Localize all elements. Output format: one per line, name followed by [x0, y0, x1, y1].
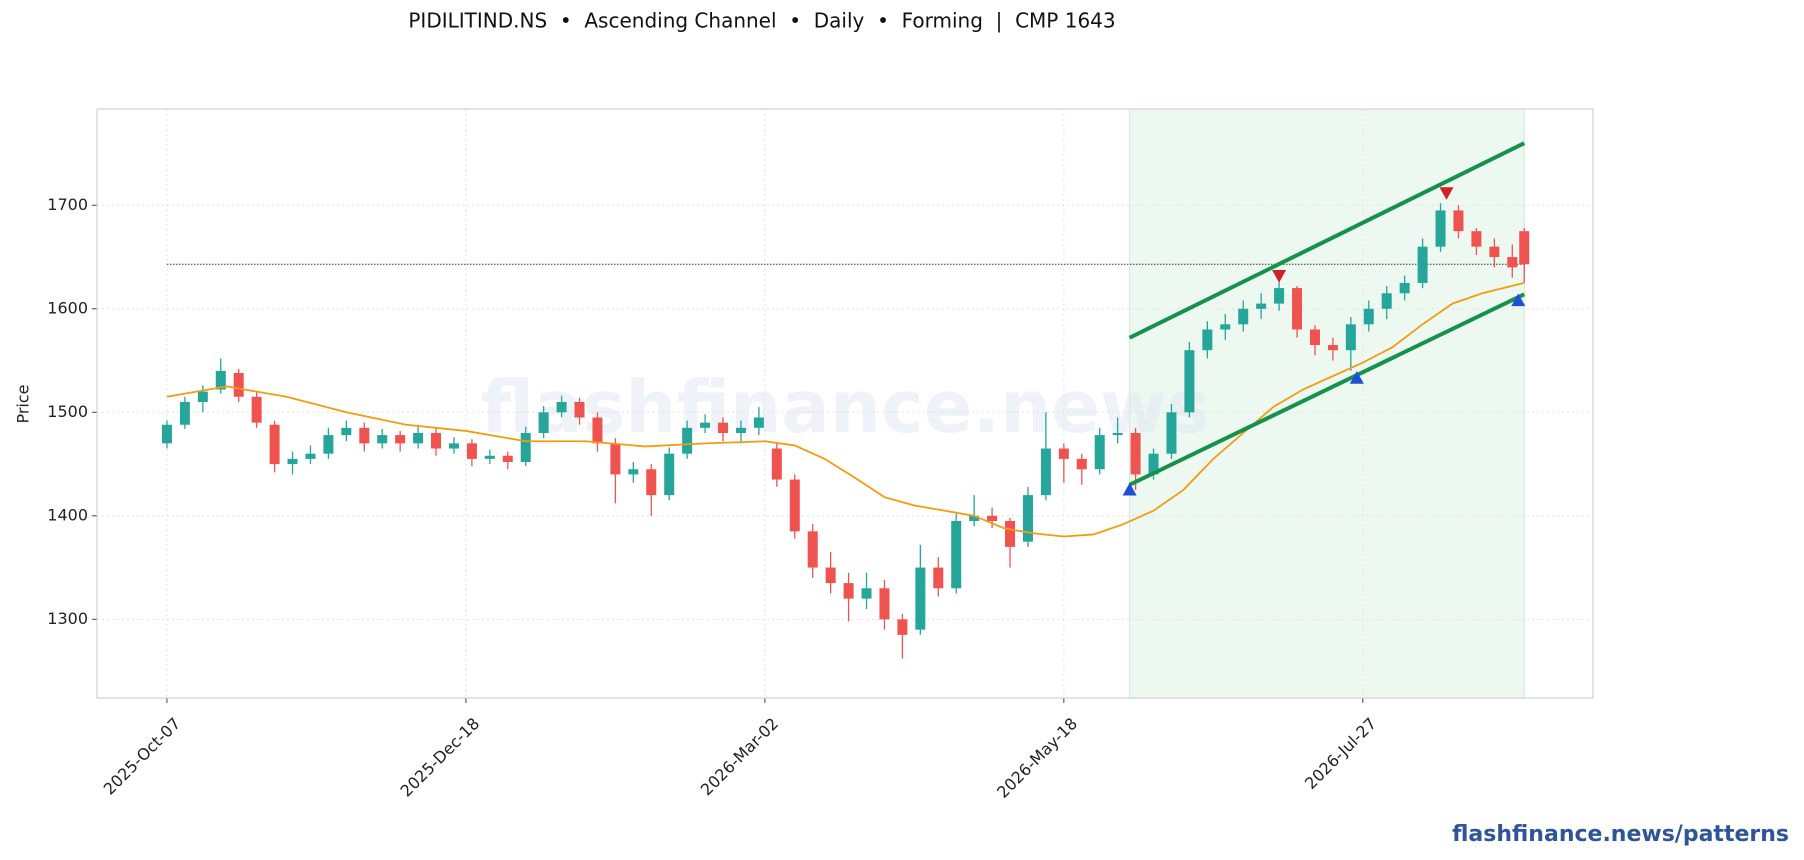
candle-body: [502, 455, 513, 462]
candle-body: [1184, 350, 1195, 413]
candle-body: [1363, 308, 1374, 325]
candle-body: [969, 515, 980, 521]
candle-body: [1202, 329, 1213, 351]
candle-body: [1220, 324, 1231, 330]
candle-body: [1489, 246, 1500, 258]
y-tick-label: 1700: [47, 195, 88, 214]
candle-body: [520, 433, 531, 462]
candle-body: [323, 435, 334, 454]
chart-title: PIDILITIND.NS • Ascending Channel • Dail…: [408, 9, 1115, 33]
candle-body: [1381, 293, 1392, 309]
candle-body: [1166, 412, 1177, 454]
footer-link: flashfinance.news/patterns: [1452, 822, 1789, 847]
candle-body: [556, 401, 567, 413]
candle-body: [1094, 435, 1105, 470]
candle-body: [897, 619, 908, 635]
candle-body: [197, 391, 208, 402]
candle-body: [341, 427, 352, 436]
candle-body: [753, 417, 764, 428]
candle-body: [215, 370, 226, 390]
pivot-high-marker: [1439, 187, 1454, 200]
candle-body: [951, 520, 962, 589]
moving-average: [166, 282, 1525, 538]
channel-upper: [1128, 141, 1526, 340]
candle-body: [915, 567, 926, 630]
candle-body: [718, 422, 729, 434]
candle-body: [735, 427, 746, 434]
candle-body: [1148, 453, 1159, 475]
candle-body: [179, 401, 190, 425]
candle-body: [1292, 288, 1303, 330]
candle-body: [413, 433, 424, 444]
candle-body: [484, 455, 495, 459]
candle-body: [287, 458, 298, 465]
candle-body: [1435, 210, 1446, 247]
candle-body: [233, 372, 244, 397]
candle-body: [431, 433, 442, 449]
pivot-low-marker: [1122, 482, 1137, 496]
candle-body: [861, 588, 872, 599]
candle-body: [610, 443, 621, 475]
candle-body: [269, 424, 280, 465]
plot-frame: [96, 108, 1594, 699]
candle-body: [825, 567, 836, 584]
candle-body: [448, 443, 459, 449]
channel-lower: [1128, 292, 1526, 487]
candle-body: [1022, 495, 1033, 542]
candle-body: [700, 422, 711, 428]
candle-body: [574, 401, 585, 418]
candle-body: [843, 583, 854, 599]
candle-body: [538, 412, 549, 434]
candle-body: [682, 427, 693, 454]
candle-body: [1130, 433, 1141, 475]
candle-body: [1327, 345, 1338, 351]
candle-body: [1256, 303, 1267, 309]
candle-body: [1453, 210, 1464, 232]
candle-body: [395, 435, 406, 444]
candle-body: [161, 424, 172, 444]
candle-body: [1399, 282, 1410, 294]
candle-body: [771, 448, 782, 480]
candle-body: [1309, 329, 1320, 346]
candle-body: [879, 588, 890, 620]
candle-body: [1005, 520, 1016, 547]
candle-body: [1058, 448, 1069, 459]
y-tick-label: 1500: [47, 402, 88, 421]
candle-body: [1274, 288, 1285, 304]
candle-body: [628, 469, 639, 475]
candle-body: [664, 453, 675, 496]
candle-body: [251, 396, 262, 423]
candle-body: [1519, 231, 1530, 265]
candle-body: [592, 417, 603, 444]
candle-body: [987, 515, 998, 521]
candle-body: [305, 453, 316, 459]
candle-body: [1507, 257, 1518, 268]
candle-body: [1471, 231, 1482, 247]
candle-body: [1417, 246, 1428, 283]
candle-body: [1040, 448, 1051, 496]
y-axis-label: Price: [14, 384, 33, 423]
candle-body: [1076, 458, 1087, 470]
candle-body: [1112, 433, 1123, 436]
candle-body: [1238, 308, 1249, 325]
candle-body: [377, 435, 388, 444]
candle-body: [789, 479, 800, 532]
y-tick-label: 1300: [47, 609, 88, 628]
y-tick-label: 1600: [47, 298, 88, 317]
y-tick-label: 1400: [47, 505, 88, 524]
candle-body: [646, 469, 657, 496]
pivot-high-marker: [1272, 270, 1287, 283]
candle-body: [933, 567, 944, 589]
candle-body: [807, 531, 818, 568]
candle-body: [359, 427, 370, 444]
candle-body: [466, 443, 477, 459]
candle-body: [1345, 324, 1356, 351]
pivot-low-marker: [1349, 371, 1364, 384]
pivot-low-marker: [1511, 293, 1526, 307]
